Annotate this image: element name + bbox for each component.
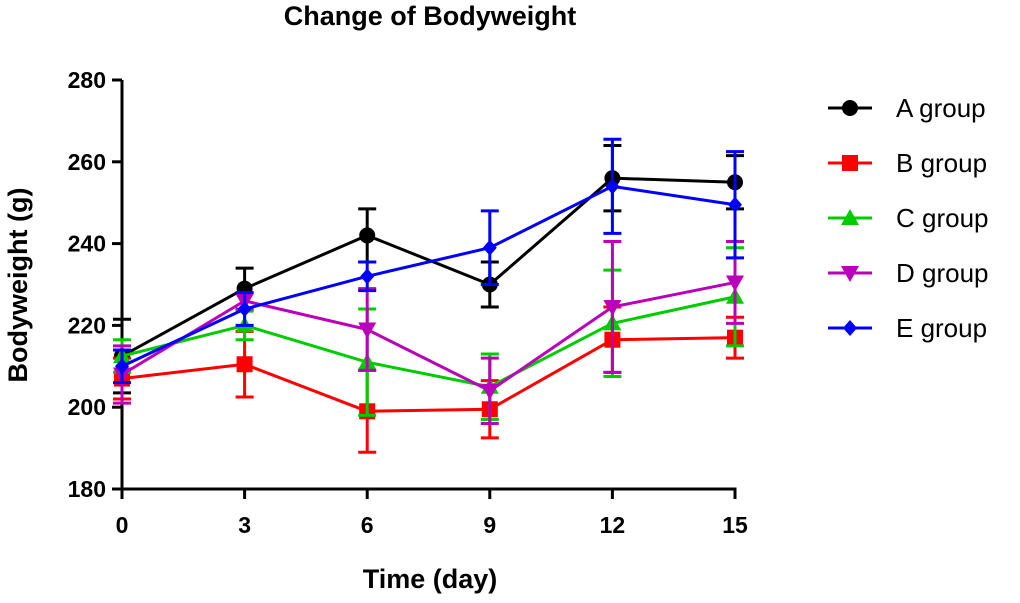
legend-item-a-group: A group xyxy=(828,93,986,123)
y-tick-label: 200 xyxy=(68,394,106,420)
series-layer xyxy=(113,137,744,454)
y-tick-label: 260 xyxy=(68,149,106,175)
data-point xyxy=(237,301,252,318)
x-tick-label: 6 xyxy=(361,512,374,538)
legend-marker xyxy=(843,320,857,336)
series-c-group xyxy=(113,246,744,421)
data-point xyxy=(605,178,620,195)
series-line xyxy=(121,176,736,358)
data-point xyxy=(360,268,375,285)
legend-label: D group xyxy=(896,258,989,288)
legend-label: C group xyxy=(896,203,989,233)
legend: A group B group C group D group E group xyxy=(828,93,989,343)
legend-marker xyxy=(841,266,859,282)
x-tick-label: 3 xyxy=(238,512,251,538)
y-tick-label: 220 xyxy=(68,312,106,338)
axes: 180 200 220 240 260 280 0 3 6 9 12 15 xyxy=(68,67,748,538)
legend-marker xyxy=(842,100,858,116)
legend-label: A group xyxy=(896,93,986,123)
data-point xyxy=(603,299,622,316)
data-point xyxy=(359,227,376,244)
y-tick-label: 280 xyxy=(68,67,106,93)
data-point xyxy=(115,358,129,375)
data-point xyxy=(728,196,742,213)
y-axis-label: Bodyweight (g) xyxy=(3,188,33,383)
data-point xyxy=(480,383,499,400)
data-point xyxy=(482,239,497,256)
legend-label: E group xyxy=(896,313,987,343)
x-tick-label: 0 xyxy=(116,512,129,538)
x-tick-label: 15 xyxy=(722,512,748,538)
y-tick-label: 180 xyxy=(68,476,106,502)
data-point xyxy=(726,275,744,292)
legend-marker xyxy=(841,209,859,225)
series-line xyxy=(121,184,736,368)
series-e-group xyxy=(113,137,744,385)
chart-title: Change of Bodyweight xyxy=(284,1,577,31)
data-point xyxy=(236,356,253,373)
data-point xyxy=(358,322,377,339)
x-tick-label: 9 xyxy=(483,512,496,538)
series-b-group xyxy=(113,305,744,454)
legend-label: B group xyxy=(896,148,987,178)
x-tick-label: 12 xyxy=(600,512,626,538)
legend-marker xyxy=(842,155,858,171)
legend-item-b-group: B group xyxy=(828,148,987,178)
series-line xyxy=(121,295,736,389)
series-line xyxy=(121,336,736,413)
y-tick-label: 240 xyxy=(68,231,106,257)
x-axis-label: Time (day) xyxy=(363,564,498,594)
series-d-group xyxy=(113,240,744,426)
legend-item-d-group: D group xyxy=(828,258,989,288)
legend-item-c-group: C group xyxy=(828,203,989,233)
series-line xyxy=(121,280,736,393)
series-a-group xyxy=(113,143,744,395)
legend-item-e-group: E group xyxy=(828,313,987,343)
